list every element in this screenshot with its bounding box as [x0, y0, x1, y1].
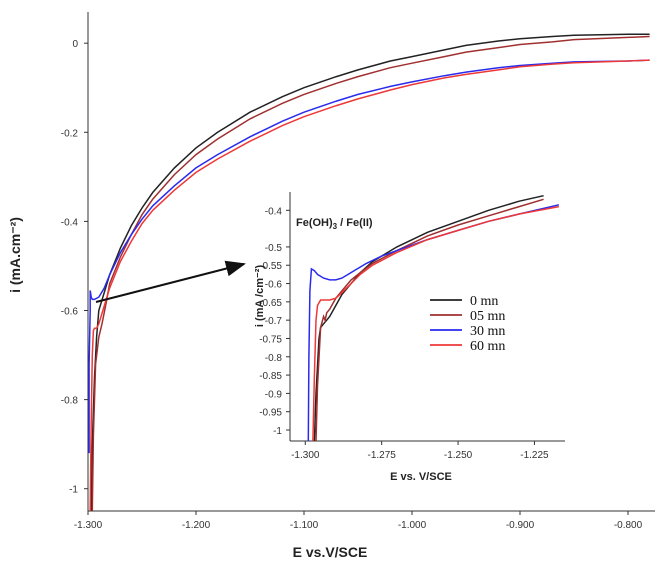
inset-y-tick-label: -1	[273, 426, 282, 437]
inset-y-tick-label: -0.55	[259, 261, 282, 272]
annotation-subscript: 3	[333, 222, 338, 231]
inset-y-tick-label: -0.95	[259, 408, 282, 419]
main-x-tick-label: -1.000	[398, 520, 427, 531]
main-series-30-mn	[88, 59, 650, 454]
main-y-axis-label: i (mA.cm⁻²)	[7, 217, 23, 293]
inset-x-axis-label: E vs. V/SCE	[390, 471, 452, 483]
inset-series-60-mn	[312, 205, 560, 442]
legend-label: 0 mn	[470, 294, 498, 309]
inset-y-tick-label: -0.9	[265, 389, 283, 400]
main-series-05-mn	[91, 35, 650, 512]
inset-x-tick-label: -1.225	[520, 450, 549, 461]
inset-series-05-mn	[315, 198, 544, 442]
inset-y-tick-label: -0.5	[265, 243, 283, 254]
main-y-tick-label: -0.8	[61, 396, 79, 407]
main-y-ticks: 0 -0.2 -0.4 -0.6 -0.8 -1	[61, 39, 88, 496]
annotation-part-2: / Fe(II)	[337, 217, 373, 229]
main-y-tick-label: 0	[72, 39, 78, 50]
legend-label: 30 mn	[470, 324, 505, 339]
inset-y-axis-label: i (mA /cm⁻²)	[254, 265, 266, 328]
main-y-tick-label: -0.2	[61, 128, 79, 139]
inset-plot: -1.300 -1.275 -1.250 -1.225 -0.4-0.5-0.55-0…	[259, 192, 565, 461]
main-series-0-mn	[90, 33, 650, 512]
inset-annotation: Fe(OH)3 / Fe(II)	[296, 217, 373, 231]
zoom-arrow	[95, 260, 246, 303]
inset-y-tick-label: -0.65	[259, 298, 282, 309]
legend-label: 60 mn	[470, 339, 505, 354]
inset-y-ticks: -0.4 -0.5 -0.55 -0.6 -0.65 -0.7 -0.75 -0.8 -0.85…	[259, 206, 290, 437]
main-series-60-mn	[89, 59, 650, 512]
main-series-group	[88, 33, 650, 512]
inset-x-tick-label: -1.250	[444, 450, 473, 461]
inset-y-tick-label: -0.7	[265, 316, 283, 327]
main-x-axis-label: E vs.V/SCE	[293, 544, 368, 560]
main-y-tick-label: -0.4	[61, 217, 79, 228]
legend-label: 05 mn	[470, 309, 505, 324]
main-y-tick-label: -1	[69, 485, 78, 496]
main-x-tick-label: -1.200	[182, 520, 211, 531]
inset-y-tick-label: -0.6	[265, 280, 283, 291]
inset-y-tick-label: -0.85	[259, 371, 282, 382]
inset-y-tick-label: -0.8	[265, 353, 283, 364]
main-x-tick-label: -0.900	[506, 520, 535, 531]
inset-series-group	[307, 194, 560, 442]
main-x-tick-label: -1.100	[290, 520, 319, 531]
inset-y-tick-label: -0.4	[265, 206, 283, 217]
main-y-tick-label: -0.6	[61, 307, 79, 318]
inset-x-ticks: -1.300 -1.275 -1.250 -1.225	[291, 441, 549, 461]
main-x-tick-label: -1.300	[74, 520, 103, 531]
annotation-part-1: Fe(OH)	[296, 217, 333, 229]
main-x-ticks: -1.300 -1.200 -1.100 -1.000 -0.900 -0.800	[74, 511, 643, 531]
main-x-tick-label: -0.800	[614, 520, 643, 531]
inset-x-tick-label: -1.300	[291, 450, 320, 461]
main-plot: -1.300 -1.200 -1.100 -1.000 -0.900 -0.800 0 -0…	[61, 12, 655, 531]
inset-x-tick-label: -1.275	[367, 450, 396, 461]
inset-y-tick-label: -0.75	[259, 334, 282, 345]
